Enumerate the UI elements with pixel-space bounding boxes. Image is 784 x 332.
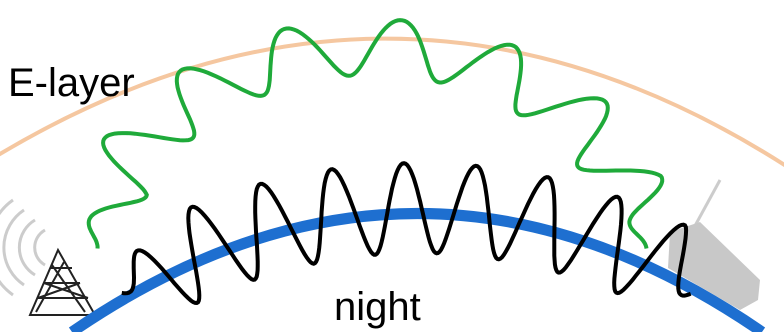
layer-label: E-layer: [8, 61, 135, 105]
e-layer-arc: [0, 39, 784, 175]
receiver: [668, 180, 760, 310]
ground-label: night: [334, 285, 421, 329]
page: E-layer night (() => { const data = JSON…: [0, 0, 784, 332]
diagram: E-layer night: [0, 0, 784, 332]
ground-wave: [122, 163, 691, 303]
signal-rings: [0, 200, 45, 295]
